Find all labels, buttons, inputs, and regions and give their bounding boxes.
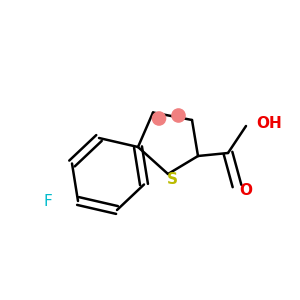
Text: OH: OH <box>256 116 282 131</box>
Text: S: S <box>167 172 178 187</box>
Text: F: F <box>44 194 52 209</box>
Circle shape <box>152 112 166 125</box>
Circle shape <box>172 109 185 122</box>
Text: O: O <box>239 183 253 198</box>
